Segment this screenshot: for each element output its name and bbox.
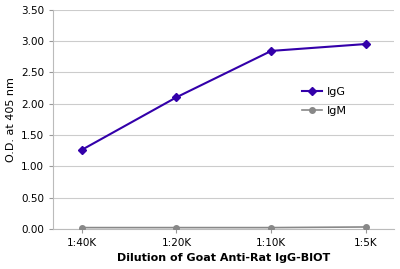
IgM bbox=[174, 226, 179, 229]
Legend: IgG, IgM: IgG, IgM bbox=[298, 83, 351, 121]
Line: IgG: IgG bbox=[79, 41, 369, 153]
IgM bbox=[269, 226, 274, 229]
Y-axis label: O.D. at 405 nm: O.D. at 405 nm bbox=[6, 77, 16, 162]
IgM bbox=[364, 225, 368, 229]
IgG bbox=[174, 96, 179, 99]
Line: IgM: IgM bbox=[79, 224, 369, 230]
IgG bbox=[79, 148, 84, 151]
IgM bbox=[79, 226, 84, 229]
X-axis label: Dilution of Goat Anti-Rat IgG-BIOT: Dilution of Goat Anti-Rat IgG-BIOT bbox=[117, 253, 330, 263]
IgG bbox=[364, 43, 368, 46]
IgG bbox=[269, 49, 274, 52]
